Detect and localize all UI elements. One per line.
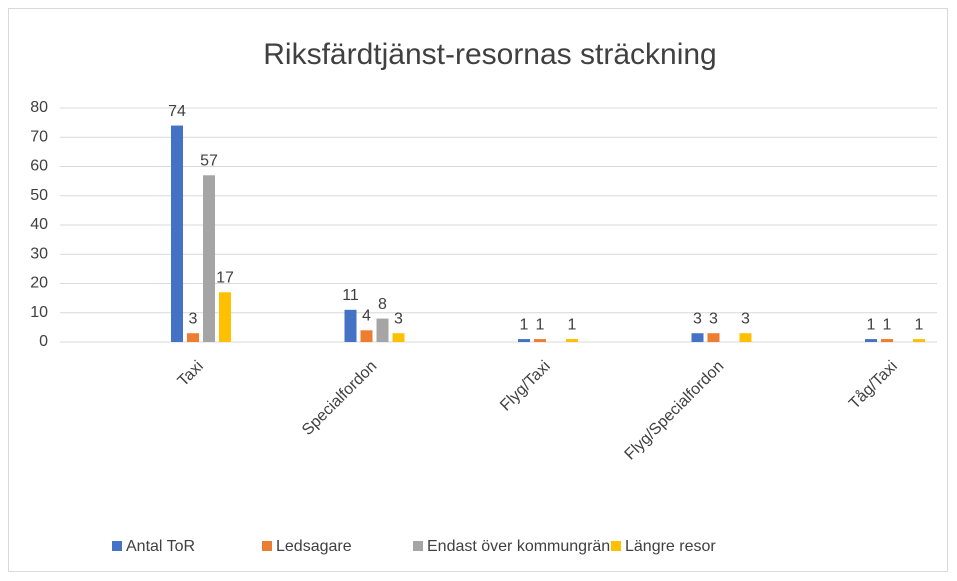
bar: [691, 333, 704, 342]
bar: [913, 339, 925, 342]
bar: [739, 333, 752, 342]
y-tick-label: 50: [30, 187, 48, 204]
bar: [566, 339, 578, 342]
legend-label: Längre resor: [625, 538, 716, 555]
chart-border: [8, 8, 948, 572]
data-label: 1: [568, 316, 577, 333]
data-label: 3: [741, 310, 750, 327]
bar: [203, 175, 215, 342]
data-label: 3: [394, 310, 403, 327]
bar: [392, 333, 405, 342]
y-tick-label: 70: [30, 128, 48, 145]
bar: [360, 330, 373, 342]
data-label: 1: [915, 316, 924, 333]
data-label: 57: [200, 152, 218, 169]
y-tick-label: 0: [39, 333, 48, 350]
data-label: 17: [216, 269, 234, 286]
data-label: 4: [362, 308, 371, 325]
y-tick-label: 30: [30, 245, 48, 262]
legend-swatch: [112, 541, 122, 551]
legend-label: Endast över kommungräns: [427, 538, 618, 555]
data-label: 74: [168, 103, 186, 120]
bar: [171, 125, 183, 342]
data-label: 1: [520, 316, 529, 333]
y-tick-label: 80: [30, 99, 48, 116]
data-label: 11: [342, 287, 359, 304]
bar: [518, 339, 530, 342]
y-tick-label: 20: [30, 275, 48, 292]
bar: [881, 339, 893, 342]
bar: [376, 318, 389, 342]
legend-swatch: [611, 541, 621, 551]
y-tick-label: 60: [30, 158, 48, 175]
data-label: 3: [693, 310, 702, 327]
data-label: 1: [536, 316, 545, 333]
chart-title: Riksfärdtjänst-resornas sträckning: [263, 38, 717, 71]
legend-label: Ledsagare: [276, 538, 352, 555]
data-label: 3: [189, 310, 198, 327]
bar: [534, 339, 546, 342]
data-label: 1: [883, 316, 892, 333]
bar: [865, 339, 877, 342]
legend-swatch: [262, 541, 272, 551]
data-label: 8: [378, 296, 387, 313]
data-label: 1: [867, 316, 876, 333]
y-tick-label: 40: [30, 216, 48, 233]
bar: [707, 333, 720, 342]
legend-swatch: [413, 541, 423, 551]
y-tick-label: 10: [30, 304, 48, 321]
bar: [344, 309, 357, 342]
data-label: 3: [709, 310, 718, 327]
bar: [219, 292, 231, 342]
legend-label: Antal ToR: [126, 538, 195, 555]
bar: [187, 333, 199, 342]
